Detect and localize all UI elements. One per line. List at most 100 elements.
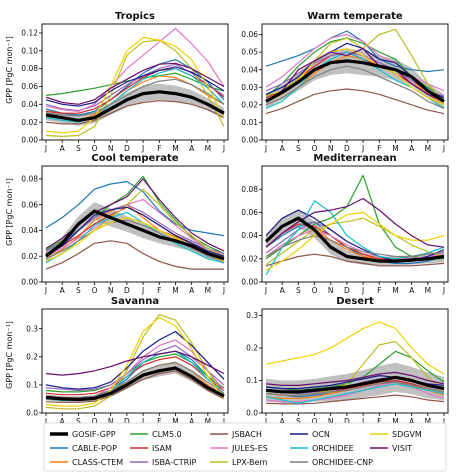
series-line-sdgvm (265, 321, 445, 375)
legend-label: JULES-ES (231, 444, 268, 453)
series-line-isba-ctrip (45, 63, 225, 112)
y-tick-label: 0.01 (241, 118, 258, 127)
y-tick-label: 0.04 (241, 231, 258, 240)
panel-title: Cool temperate (91, 153, 178, 164)
legend-item: JULES-ES (210, 444, 268, 453)
x-tick-label: J (264, 286, 267, 295)
x-tick-label: M (172, 144, 178, 153)
series-line-cable-pop (265, 221, 445, 264)
series-line-isba-ctrip (45, 344, 225, 392)
series-line-visit (45, 350, 225, 376)
x-tick-label: M (392, 417, 398, 426)
panels: Tropics 0.00 0.02 0.04 0.06 0.08 0.10 0.12 J A S O N… (21, 11, 449, 426)
legend-item: ORCHIDEE-CNP (290, 458, 373, 467)
legend-label: SDGVM (392, 430, 422, 439)
y-tick-label: 0.00 (241, 136, 258, 145)
axes-frame (41, 165, 229, 283)
legend-label: CLM5.0 (152, 430, 182, 439)
panel-title: Savanna (111, 296, 159, 307)
x-tick-label: O (312, 144, 318, 153)
x-tick-label: J (361, 144, 364, 153)
legend-item: VISIT (370, 444, 412, 453)
x-tick-label: F (377, 417, 381, 426)
x-tick-label: D (344, 286, 350, 295)
x-tick-label: A (409, 417, 415, 426)
x-tick-label: O (92, 144, 98, 153)
y-tick-label: 0.02 (21, 252, 38, 261)
legend-label: LPX-Bern (232, 458, 268, 467)
x-tick-label: A (280, 417, 286, 426)
y-tick-label: 0.05 (241, 48, 258, 57)
legend: GOSIF-GPP CABLE-POP CLASS-CTEM CLM5.0 ISAM IS… (43, 422, 447, 472)
legend-label: ORCHIDEE (312, 444, 354, 453)
x-tick-label: S (296, 417, 301, 426)
x-tick-label: J (361, 286, 364, 295)
series-line-ocn (45, 66, 225, 107)
x-tick-label: J (44, 144, 47, 153)
y-tick-label: 0.06 (241, 30, 258, 39)
legend-item: GOSIF-GPP (50, 430, 116, 439)
series-line-jsbach (265, 253, 445, 267)
series-line-visit (265, 48, 445, 102)
series-line-jules-es (45, 198, 225, 257)
x-tick-label: N (108, 286, 114, 295)
x-tick-label: N (328, 417, 334, 426)
series-line-jsbach (45, 370, 225, 403)
axes-frame (261, 308, 449, 414)
legend-item: ORCHIDEE (290, 444, 354, 453)
legend-label: ISBA-CTRIP (152, 458, 197, 467)
x-tick-label: A (280, 144, 286, 153)
x-tick-label: A (60, 417, 66, 426)
x-tick-label: S (76, 417, 81, 426)
y-tick-label: 0.08 (21, 64, 38, 73)
x-tick-label: J (44, 417, 47, 426)
x-tick-label: M (425, 286, 431, 295)
x-tick-label: F (157, 417, 161, 426)
legend-item: CABLE-POP (50, 444, 117, 453)
x-tick-label: D (344, 144, 350, 153)
x-tick-label: M (392, 286, 398, 295)
series-line-isba-ctrip (265, 51, 445, 97)
y-tick-label: 0.00 (21, 136, 38, 145)
series-line-sdgvm (45, 316, 225, 407)
y-tick-label: 0.1 (246, 376, 258, 385)
x-tick-label: M (425, 144, 431, 153)
x-tick-label: A (60, 286, 66, 295)
panel-savanna: Savanna 0.0 0.1 0.2 0.3 J A S O N D J F M A M J (26, 296, 229, 426)
axes-frame (41, 308, 229, 414)
legend-label: CABLE-POP (72, 444, 117, 453)
x-tick-label: J (264, 417, 267, 426)
y-tick-label: 0.04 (241, 65, 258, 74)
x-tick-label: O (92, 286, 98, 295)
x-tick-label: A (189, 417, 195, 426)
panel-title: Warm temperate (307, 11, 403, 22)
y-axis-label-row2: GPP [PgC mon⁻¹] (5, 178, 14, 246)
x-tick-label: O (312, 286, 318, 295)
x-tick-label: O (312, 417, 318, 426)
x-tick-label: S (296, 144, 301, 153)
y-axis-label-row3: GPP [PgC mon⁻¹] (5, 321, 14, 389)
y-tick-label: 0.2 (26, 352, 38, 361)
x-tick-label: M (392, 144, 398, 153)
x-tick-label: S (76, 286, 81, 295)
x-tick-label: J (44, 286, 47, 295)
x-tick-label: N (328, 286, 334, 295)
x-tick-label: J (442, 144, 445, 153)
legend-label: OCN (312, 430, 330, 439)
x-tick-label: J (361, 417, 364, 426)
y-tick-label: 0.03 (241, 83, 258, 92)
x-tick-label: J (264, 144, 267, 153)
x-tick-label: M (205, 144, 211, 153)
x-tick-label: S (76, 144, 81, 153)
x-tick-label: F (377, 286, 381, 295)
series-line-cable-pop (265, 30, 445, 73)
legend-label: ORCHIDEE-CNP (312, 458, 373, 467)
y-tick-label: 0.0 (26, 409, 38, 418)
series-line-orchidee-cnp (45, 361, 225, 399)
series-line-orchidee (265, 383, 445, 404)
x-tick-label: D (124, 417, 130, 426)
series-line-jsbach (45, 100, 225, 125)
panel-warm-temperate: Warm temperate 0.00 0.01 0.02 0.03 0.04 0.05 0.… (241, 11, 449, 153)
legend-item: CLM5.0 (130, 430, 182, 439)
